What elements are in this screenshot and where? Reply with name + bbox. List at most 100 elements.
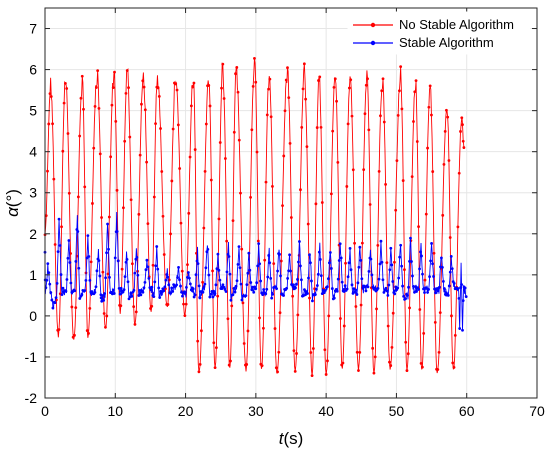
data-point <box>187 276 191 280</box>
tick-labels: 0 10 20 30 40 50 60 70 -2 -1 0 1 2 3 4 5 6 7 <box>25 8 545 419</box>
data-point <box>269 115 273 119</box>
data-point <box>161 214 165 218</box>
data-point <box>110 103 114 107</box>
data-point <box>310 279 313 283</box>
data-point <box>188 282 192 286</box>
data-point <box>406 294 409 297</box>
data-point <box>182 302 185 306</box>
data-point <box>117 287 121 290</box>
data-point <box>417 287 420 291</box>
data-point <box>237 138 241 142</box>
data-point <box>176 276 179 279</box>
data-point <box>305 145 309 149</box>
data-point <box>271 292 275 296</box>
data-point <box>301 87 305 91</box>
data-point <box>175 283 178 287</box>
data-point <box>107 215 111 219</box>
data-point <box>47 271 51 275</box>
data-point <box>357 369 360 372</box>
data-point <box>179 284 182 288</box>
data-point <box>254 287 258 291</box>
data-point <box>428 275 431 279</box>
data-point <box>369 257 373 261</box>
data-point <box>212 341 216 345</box>
data-point <box>397 276 401 280</box>
data-point <box>155 245 159 248</box>
data-point <box>461 328 464 332</box>
data-point <box>174 82 178 86</box>
data-point <box>403 268 406 272</box>
series-0 <box>43 56 466 378</box>
data-point <box>166 303 170 306</box>
data-point <box>398 89 401 93</box>
data-point <box>354 305 358 308</box>
data-point <box>244 294 248 297</box>
x-axis-symbol: t <box>279 429 285 448</box>
data-point <box>446 115 450 119</box>
legend-entry-stable: Stable Algorithm <box>353 35 494 50</box>
data-point <box>364 83 368 87</box>
data-point <box>276 269 279 273</box>
data-point <box>356 281 360 285</box>
data-point <box>111 288 115 292</box>
data-point <box>420 365 424 369</box>
data-point <box>345 185 349 188</box>
data-point <box>345 287 349 291</box>
data-point <box>319 274 323 278</box>
data-point <box>134 310 138 314</box>
series-markers-0 <box>43 56 466 378</box>
data-point <box>203 169 207 173</box>
data-point <box>456 225 460 229</box>
data-point <box>65 87 69 90</box>
data-point <box>306 222 310 226</box>
data-point <box>415 290 418 293</box>
data-point <box>309 261 312 265</box>
data-point <box>265 113 269 117</box>
data-point <box>377 169 381 173</box>
data-point <box>146 222 150 226</box>
data-point <box>450 314 453 318</box>
data-point <box>82 107 85 111</box>
data-point <box>376 244 380 247</box>
data-point <box>386 293 390 297</box>
data-point <box>44 214 48 218</box>
data-point <box>217 217 221 221</box>
data-point <box>382 290 386 294</box>
data-point <box>404 340 408 344</box>
data-point <box>159 127 162 130</box>
data-point <box>433 287 436 291</box>
data-point <box>407 285 410 289</box>
series-group <box>43 56 468 378</box>
data-point <box>227 363 231 367</box>
data-point <box>384 182 387 186</box>
data-point <box>69 281 73 285</box>
data-point <box>401 179 405 182</box>
data-point <box>140 102 143 106</box>
data-point <box>446 293 450 297</box>
data-point <box>165 273 169 276</box>
data-point <box>231 293 235 297</box>
data-point <box>45 278 49 282</box>
data-point <box>410 175 414 179</box>
data-point <box>317 79 320 82</box>
data-point <box>70 305 74 309</box>
data-point <box>380 89 384 93</box>
data-point <box>157 94 161 98</box>
data-point <box>300 278 303 282</box>
data-point <box>221 283 225 287</box>
data-point <box>412 120 415 123</box>
data-point <box>332 296 336 300</box>
data-point <box>132 288 136 292</box>
data-point <box>273 327 277 330</box>
data-point <box>115 230 119 233</box>
data-point <box>201 290 205 294</box>
data-point <box>67 239 71 242</box>
data-point <box>238 266 242 270</box>
data-point <box>419 362 423 365</box>
data-point <box>102 312 106 315</box>
data-point <box>60 293 64 297</box>
data-point <box>126 280 130 284</box>
data-point <box>234 72 237 76</box>
